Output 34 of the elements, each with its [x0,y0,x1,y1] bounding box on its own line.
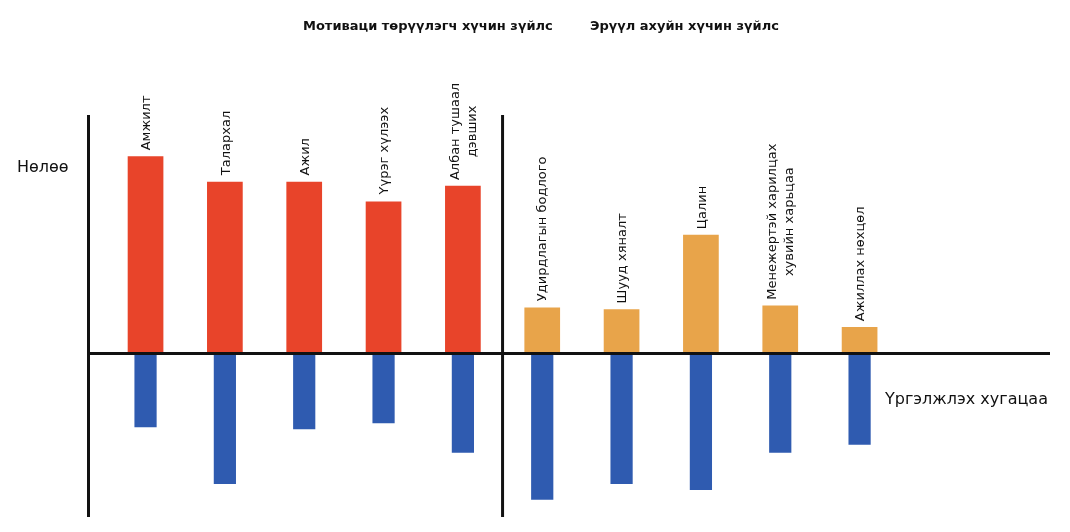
x-tick-label: Амжилт [137,95,153,151]
bar [365,201,402,353]
bar [445,185,481,353]
x-tick-label: Менежертэй харилцах хувийн харьцаа [763,143,796,300]
bar [524,307,561,353]
x-tick-label: Шууд хяналт [613,212,629,304]
bar [848,352,871,445]
x-tick-label: Үүрэг хүлээх [375,106,391,196]
x-tick-label: Талархал [217,110,233,177]
bar [293,352,316,430]
x-tick-label: Ажил [296,138,312,176]
bar [134,352,157,428]
bar [207,181,243,353]
y-axis-title: Нөлөө [17,157,69,176]
x-tick-label: Ажиллах нөхцөл [852,206,868,322]
bar [372,352,395,424]
bar [213,352,236,485]
text: Эрүүл ахуйн хүчин зүйлс [590,18,779,33]
bar [127,156,164,353]
x-tick-label: Цалин [693,185,709,230]
x-axis-title: Үргэлжлэх хугацаа [884,389,1048,408]
bar [841,327,878,353]
bar [603,309,640,353]
bar [689,352,713,490]
bar [683,234,719,353]
bar [451,352,474,453]
bar [762,305,799,353]
bar [531,352,554,500]
bar [286,181,323,353]
x-tick-label: Албан тушаал дэвших [446,82,479,181]
bar [610,352,633,485]
x-tick-label: Удирдлагын бодлого [534,156,550,302]
bar [769,352,792,453]
text: Мотиваци төрүүлэгч хүчин зүйлс [303,18,553,33]
